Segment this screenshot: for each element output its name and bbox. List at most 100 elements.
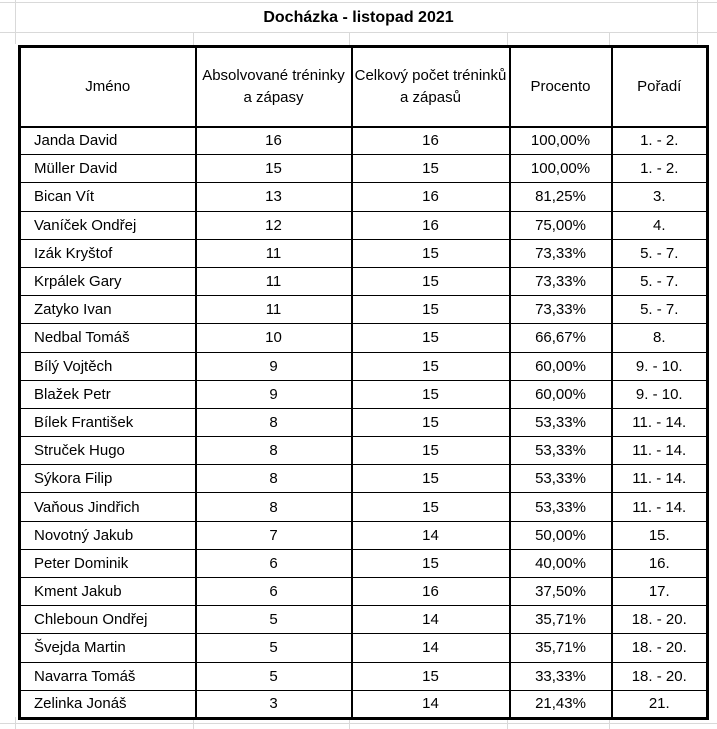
cell-percent[interactable]: 73,33% — [508, 238, 613, 268]
cell-total[interactable]: 15 — [350, 238, 511, 268]
cell-attended[interactable]: 8 — [194, 464, 353, 494]
cell-attended[interactable]: 11 — [194, 266, 353, 297]
cell-attended[interactable]: 16 — [194, 125, 353, 156]
cell-attended[interactable]: 5 — [194, 605, 353, 635]
cell-name[interactable]: Kment Jakub — [18, 576, 197, 607]
cell-name[interactable]: Peter Dominik — [18, 548, 197, 579]
cell-rank[interactable]: 21. — [610, 689, 709, 719]
cell-percent[interactable]: 75,00% — [508, 210, 613, 240]
cell-rank[interactable]: 1. - 2. — [610, 154, 709, 184]
cell-attended[interactable]: 6 — [194, 576, 353, 607]
cell-name[interactable]: Struček Hugo — [18, 436, 197, 466]
cell-rank[interactable]: 4. — [610, 210, 709, 240]
cell-percent[interactable]: 100,00% — [508, 154, 613, 184]
cell-total[interactable]: 15 — [350, 464, 511, 494]
column-header-attended[interactable]: Absolvované tréninky a zápasy — [194, 46, 353, 128]
cell-percent[interactable]: 100,00% — [508, 125, 613, 156]
cell-name[interactable]: Zatyko Ivan — [18, 295, 197, 325]
cell-total[interactable]: 15 — [350, 323, 511, 353]
cell-total[interactable]: 15 — [350, 295, 511, 325]
cell-rank[interactable]: 11. - 14. — [610, 464, 709, 494]
cell-attended[interactable]: 9 — [194, 351, 353, 381]
cell-total[interactable]: 15 — [350, 379, 511, 409]
cell-attended[interactable]: 13 — [194, 182, 353, 212]
cell-rank[interactable]: 11. - 14. — [610, 492, 709, 522]
cell-total[interactable]: 15 — [350, 492, 511, 522]
cell-attended[interactable]: 5 — [194, 633, 353, 663]
cell-attended[interactable]: 6 — [194, 548, 353, 579]
column-header-rank[interactable]: Pořadí — [610, 46, 709, 128]
column-header-total[interactable]: Celkový počet tréninků a zápasů — [350, 46, 511, 128]
cell-rank[interactable]: 15. — [610, 520, 709, 550]
cell-name[interactable]: Bican Vít — [18, 182, 197, 212]
cell-name[interactable]: Novotný Jakub — [18, 520, 197, 550]
cell-attended[interactable]: 7 — [194, 520, 353, 550]
cell-rank[interactable]: 11. - 14. — [610, 436, 709, 466]
cell-attended[interactable]: 8 — [194, 407, 353, 438]
cell-percent[interactable]: 81,25% — [508, 182, 613, 212]
cell-rank[interactable]: 5. - 7. — [610, 295, 709, 325]
cell-attended[interactable]: 8 — [194, 436, 353, 466]
cell-percent[interactable]: 37,50% — [508, 576, 613, 607]
cell-name[interactable]: Krpálek Gary — [18, 266, 197, 297]
cell-name[interactable]: Zelinka Jonáš — [18, 689, 197, 719]
cell-rank[interactable]: 5. - 7. — [610, 266, 709, 297]
cell-total[interactable]: 16 — [350, 576, 511, 607]
cell-percent[interactable]: 53,33% — [508, 464, 613, 494]
cell-rank[interactable]: 18. - 20. — [610, 605, 709, 635]
cell-total[interactable]: 15 — [350, 351, 511, 381]
cell-percent[interactable]: 73,33% — [508, 295, 613, 325]
cell-percent[interactable]: 60,00% — [508, 379, 613, 409]
cell-name[interactable]: Janda David — [18, 125, 197, 156]
cell-name[interactable]: Bílek František — [18, 407, 197, 438]
cell-total[interactable]: 14 — [350, 633, 511, 663]
cell-rank[interactable]: 9. - 10. — [610, 379, 709, 409]
cell-percent[interactable]: 33,33% — [508, 661, 613, 691]
cell-rank[interactable]: 9. - 10. — [610, 351, 709, 381]
cell-total[interactable]: 16 — [350, 210, 511, 240]
cell-total[interactable]: 14 — [350, 520, 511, 550]
cell-name[interactable]: Bílý Vojtěch — [18, 351, 197, 381]
cell-rank[interactable]: 18. - 20. — [610, 633, 709, 663]
cell-name[interactable]: Nedbal Tomáš — [18, 323, 197, 353]
cell-attended[interactable]: 9 — [194, 379, 353, 409]
cell-name[interactable]: Navarra Tomáš — [18, 661, 197, 691]
cell-attended[interactable]: 10 — [194, 323, 353, 353]
column-header-name[interactable]: Jméno — [18, 46, 197, 128]
cell-rank[interactable]: 17. — [610, 576, 709, 607]
cell-rank[interactable]: 18. - 20. — [610, 661, 709, 691]
cell-attended[interactable]: 8 — [194, 492, 353, 522]
cell-name[interactable]: Müller David — [18, 154, 197, 184]
cell-name[interactable]: Švejda Martin — [18, 633, 197, 663]
cell-attended[interactable]: 11 — [194, 295, 353, 325]
cell-percent[interactable]: 53,33% — [508, 407, 613, 438]
cell-total[interactable]: 16 — [350, 182, 511, 212]
cell-percent[interactable]: 40,00% — [508, 548, 613, 579]
cell-percent[interactable]: 53,33% — [508, 492, 613, 522]
cell-attended[interactable]: 12 — [194, 210, 353, 240]
cell-name[interactable]: Vaníček Ondřej — [18, 210, 197, 240]
cell-total[interactable]: 14 — [350, 605, 511, 635]
cell-percent[interactable]: 53,33% — [508, 436, 613, 466]
cell-attended[interactable]: 3 — [194, 689, 353, 719]
cell-rank[interactable]: 3. — [610, 182, 709, 212]
cell-rank[interactable]: 11. - 14. — [610, 407, 709, 438]
cell-total[interactable]: 15 — [350, 661, 511, 691]
cell-total[interactable]: 14 — [350, 689, 511, 719]
cell-name[interactable]: Sýkora Filip — [18, 464, 197, 494]
sheet-title-cell[interactable]: Docházka - listopad 2021 — [0, 2, 717, 33]
cell-attended[interactable]: 5 — [194, 661, 353, 691]
cell-attended[interactable]: 11 — [194, 238, 353, 268]
cell-total[interactable]: 16 — [350, 125, 511, 156]
cell-percent[interactable]: 35,71% — [508, 605, 613, 635]
cell-name[interactable]: Vaňous Jindřich — [18, 492, 197, 522]
cell-rank[interactable]: 8. — [610, 323, 709, 353]
cell-rank[interactable]: 16. — [610, 548, 709, 579]
cell-percent[interactable]: 66,67% — [508, 323, 613, 353]
cell-total[interactable]: 15 — [350, 548, 511, 579]
cell-name[interactable]: Izák Kryštof — [18, 238, 197, 268]
cell-percent[interactable]: 50,00% — [508, 520, 613, 550]
cell-percent[interactable]: 60,00% — [508, 351, 613, 381]
cell-total[interactable]: 15 — [350, 266, 511, 297]
column-header-percent[interactable]: Procento — [508, 46, 613, 128]
